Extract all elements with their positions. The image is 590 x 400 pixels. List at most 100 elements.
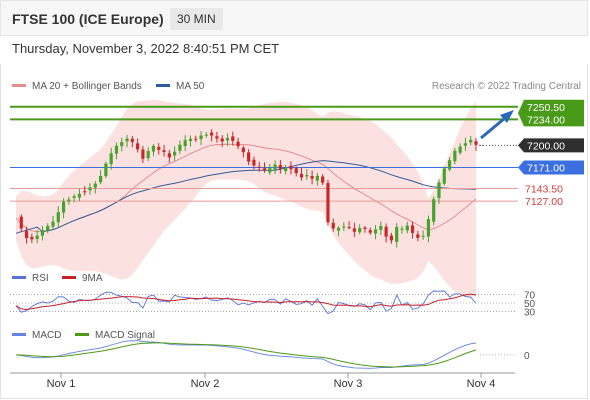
candle-body <box>410 225 415 233</box>
candle-body <box>24 230 29 239</box>
candle-body <box>35 235 39 239</box>
candle-body <box>40 230 45 236</box>
candle-body <box>19 216 23 229</box>
macd-legend-swatch <box>75 333 89 336</box>
target-arrow-head <box>500 110 514 123</box>
candle-body <box>194 138 198 140</box>
candle-body <box>215 136 219 139</box>
candle-body <box>447 160 452 170</box>
candle-body <box>469 139 473 143</box>
candle-body <box>178 144 182 151</box>
macd-legend-label: MACD Signal <box>95 330 155 341</box>
candle-body <box>188 138 193 142</box>
candle-body <box>146 150 150 159</box>
candle-body <box>289 165 293 170</box>
candle-body <box>30 236 34 240</box>
candle-body <box>72 196 76 198</box>
candle-body <box>210 132 214 136</box>
candle-body <box>104 163 108 177</box>
resistance-value-2: 7234.00 <box>527 114 565 126</box>
resistance-value-1: 7250.50 <box>527 102 565 114</box>
candle-body <box>61 201 66 213</box>
candle-body <box>426 219 431 237</box>
candle-body <box>437 182 441 199</box>
rsi-legend-label: RSI <box>32 273 49 284</box>
candle-body <box>389 235 394 241</box>
bollinger-band-area <box>16 99 476 298</box>
candle-body <box>384 226 388 237</box>
current-price-tag <box>518 160 584 175</box>
candle-body <box>157 146 161 150</box>
candle-body <box>273 164 277 170</box>
candle-body <box>326 183 330 223</box>
candle-body <box>442 168 446 184</box>
candle-body <box>294 168 298 174</box>
macd-line <box>15 340 477 369</box>
candle-body <box>315 175 319 181</box>
candle-body <box>88 187 92 191</box>
candle-body <box>299 173 304 178</box>
candle-body <box>379 225 383 230</box>
macd-legend-label: MACD <box>32 330 61 341</box>
candle-body <box>421 235 425 237</box>
rsi-ma-line <box>15 293 477 311</box>
candle-body <box>284 167 288 172</box>
candle-body <box>347 227 351 229</box>
rsi-legend-label: 9MA <box>82 273 103 284</box>
candle-body <box>46 225 50 231</box>
macd-level-label: 0 <box>524 351 530 362</box>
candle-body <box>474 141 478 145</box>
copyright-text: Research © 2022 Trading Central <box>432 81 581 92</box>
candle-body <box>236 141 240 147</box>
candle-body <box>358 228 362 233</box>
chart-frame <box>0 64 588 399</box>
candle-body <box>395 227 399 242</box>
rsi-legend-swatch <box>62 276 76 279</box>
candle-body <box>247 152 251 162</box>
ma50-line <box>15 160 477 234</box>
target-arrow-shaft <box>480 116 506 140</box>
x-tick-label: Nov 1 <box>47 378 76 390</box>
resistance-tag <box>518 99 584 127</box>
candle-body <box>368 230 372 233</box>
candle-body <box>83 191 87 193</box>
candle-body <box>93 183 97 188</box>
candle-body <box>109 153 113 165</box>
candle-body <box>336 227 341 231</box>
candle-body <box>373 229 378 234</box>
candle-body <box>51 221 55 227</box>
candle-body <box>151 145 156 152</box>
candle-body <box>162 150 166 153</box>
candle-body <box>432 199 436 222</box>
candle-body <box>400 228 404 230</box>
candle-body <box>262 168 267 171</box>
candle-body <box>363 227 367 229</box>
x-tick-label: Nov 3 <box>334 378 363 390</box>
candle-body <box>98 176 103 183</box>
candle-body <box>220 138 224 142</box>
candle-body <box>257 166 261 168</box>
timeframe-button[interactable]: 30 MIN <box>170 8 223 30</box>
x-tick-label: Nov 2 <box>191 378 220 390</box>
candle-body <box>252 159 256 166</box>
price-legend-swatch <box>156 84 170 87</box>
candle-body <box>268 168 272 173</box>
support-value: 7127.00 <box>525 196 563 208</box>
candle-body <box>458 146 462 153</box>
candle-body <box>321 176 325 183</box>
x-tick-label: Nov 4 <box>467 378 496 390</box>
candle-body <box>136 143 140 150</box>
candle-body <box>56 212 60 223</box>
candle-body <box>342 226 346 228</box>
candle-body <box>130 138 134 142</box>
candle-body <box>225 137 230 141</box>
rsi-level-label: 70 <box>524 290 536 301</box>
instrument-title: FTSE 100 (ICE Europe) <box>12 11 164 27</box>
timestamp: Thursday, November 3, 2022 8:40:51 PM CE… <box>12 41 280 56</box>
candle-body <box>173 151 177 156</box>
price-legend-label: MA 50 <box>176 81 205 92</box>
candle-body <box>453 150 457 162</box>
candle-body <box>241 147 245 153</box>
candle-body <box>183 140 187 147</box>
rsi-legend-swatch <box>12 276 26 279</box>
